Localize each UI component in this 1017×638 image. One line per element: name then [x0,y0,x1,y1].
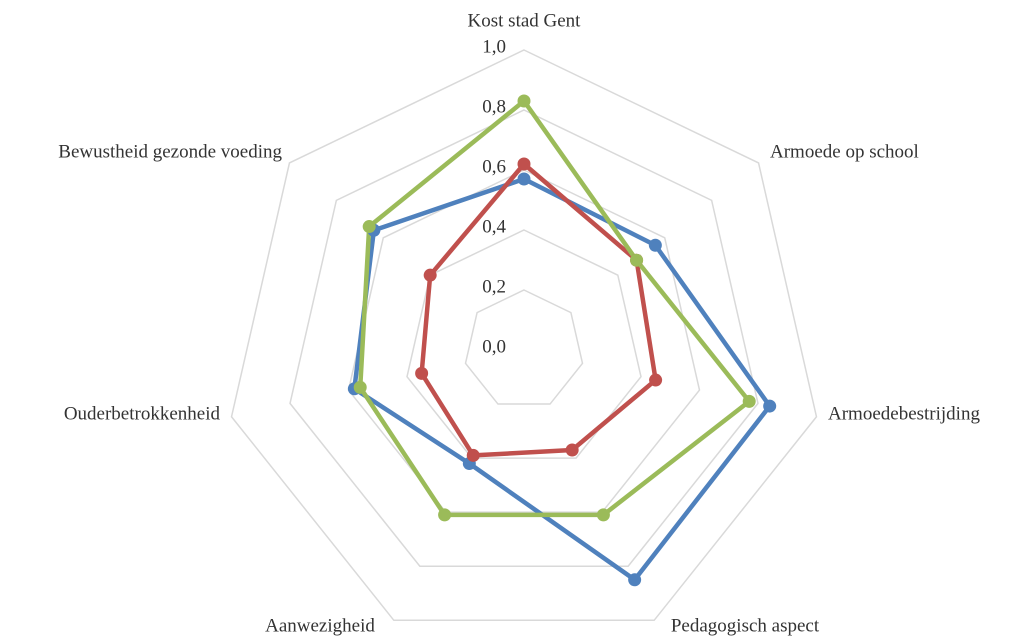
y-tick-label: 0,2 [482,276,506,297]
marker [596,508,610,522]
series-line [352,176,772,582]
category-label: Kost stad Gent [468,10,582,31]
grid-ring [289,109,759,567]
y-tick-label: 0,0 [482,336,506,357]
marker [742,394,756,408]
marker [415,366,429,380]
marker [466,448,480,462]
marker [648,238,662,252]
category-label: Pedagogisch aspect [671,615,820,636]
marker [517,94,531,108]
grid-ring [230,49,818,622]
marker [517,157,531,171]
marker [763,399,777,413]
category-label: Armoede op school [770,141,919,162]
marker [649,373,663,387]
marker [353,380,367,394]
y-tick-label: 0,6 [482,156,506,177]
y-tick-label: 0,4 [482,216,506,237]
marker [438,508,452,522]
category-label: Bewustheid gezonde voeding [58,141,282,162]
series-line [419,161,658,458]
marker [423,268,437,282]
category-label: Armoedebestrijding [828,403,980,424]
marker [628,573,642,587]
category-label: Ouderbetrokkenheid [64,403,221,424]
marker [630,253,644,267]
y-tick-label: 0,8 [482,96,506,117]
category-label: Aanwezigheid [265,615,375,636]
grid-ring [406,229,642,459]
series-line [357,98,752,518]
y-tick-label: 1,0 [482,36,506,57]
marker [517,172,531,186]
marker [362,220,376,234]
grid-ring [464,289,584,405]
marker [565,443,579,457]
